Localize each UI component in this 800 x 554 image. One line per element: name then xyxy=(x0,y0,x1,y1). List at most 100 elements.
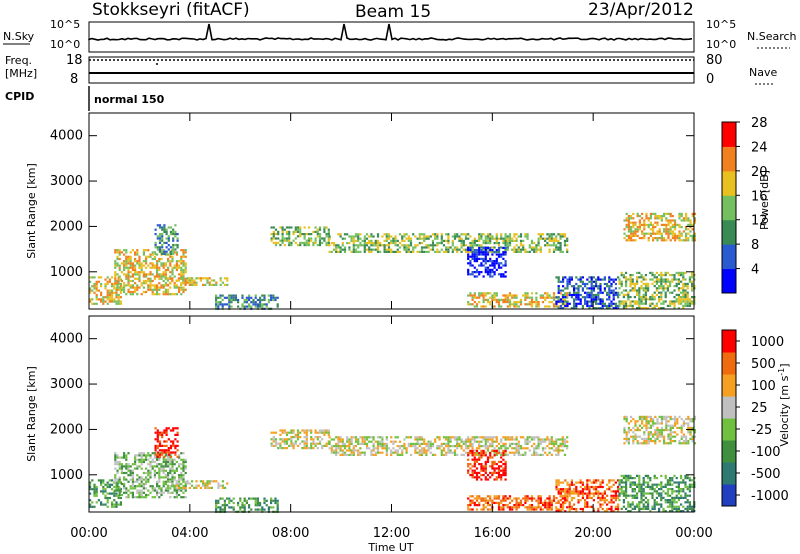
echo-cell xyxy=(290,442,293,445)
echo-cell xyxy=(164,460,167,464)
echo-cell xyxy=(471,271,474,274)
echo-cell xyxy=(608,280,611,283)
echo-cell xyxy=(630,435,633,438)
echo-cell xyxy=(401,451,404,454)
echo-cell xyxy=(682,271,685,274)
echo-cell xyxy=(497,246,501,249)
echo-cell xyxy=(664,501,667,504)
echo-cell xyxy=(631,300,634,303)
echo-cell xyxy=(482,474,485,477)
echo-cell xyxy=(414,449,417,452)
echo-cell xyxy=(673,307,676,310)
echo-cell xyxy=(506,248,509,251)
echo-cell xyxy=(647,485,650,488)
echo-cell xyxy=(539,246,542,249)
echo-cell xyxy=(416,438,419,441)
echo-cell xyxy=(296,444,300,447)
echo-cell xyxy=(660,291,663,294)
echo-cell xyxy=(667,234,670,237)
echo-cell xyxy=(504,253,507,256)
echo-cell xyxy=(118,480,121,483)
echo-cell xyxy=(685,232,688,235)
echo-cell xyxy=(612,293,615,297)
echo-cell xyxy=(575,488,578,491)
echo-cell xyxy=(299,244,302,247)
echo-cell xyxy=(171,474,174,477)
echo-cell xyxy=(647,217,650,220)
echo-cell xyxy=(528,246,531,249)
echo-cell xyxy=(431,445,435,448)
echo-cell xyxy=(678,223,681,226)
echo-cell xyxy=(559,242,562,245)
echo-cell xyxy=(140,266,143,269)
echo-cell xyxy=(478,235,481,238)
echo-cell xyxy=(414,451,417,454)
echo-cell xyxy=(548,250,551,253)
echo-cell xyxy=(627,429,630,432)
echo-cell xyxy=(134,290,137,294)
echo-cell xyxy=(277,241,280,244)
echo-cell xyxy=(502,449,505,452)
colorbar-segment xyxy=(722,122,736,147)
echo-cell xyxy=(655,289,658,292)
echo-cell xyxy=(111,483,114,486)
echo-cell xyxy=(489,242,492,245)
echo-cell xyxy=(504,451,507,454)
echo-cell xyxy=(156,463,159,466)
echo-cell xyxy=(563,303,567,306)
echo-cell xyxy=(564,494,567,497)
echo-cell xyxy=(557,438,560,441)
echo-cell xyxy=(500,305,503,308)
echo-cell xyxy=(164,454,167,457)
echo-cell xyxy=(256,504,259,507)
echo-cell xyxy=(162,471,165,475)
echo-cell xyxy=(325,244,328,247)
echo-cell xyxy=(127,260,130,263)
echo-cell xyxy=(206,484,209,487)
echo-cell xyxy=(562,307,565,310)
echo-cell xyxy=(458,239,461,242)
echo-cell xyxy=(546,497,549,500)
echo-cell xyxy=(303,440,306,443)
echo-cell xyxy=(147,471,150,475)
echo-cell xyxy=(541,438,545,441)
echo-cell xyxy=(184,485,187,488)
echo-cell xyxy=(500,456,503,459)
echo-cell xyxy=(394,436,397,439)
echo-cell xyxy=(215,305,218,308)
echo-cell xyxy=(482,454,485,457)
echo-cell xyxy=(114,480,117,483)
echo-cell xyxy=(285,447,289,450)
echo-cell xyxy=(537,506,540,509)
echo-cell xyxy=(343,451,347,454)
echo-cell xyxy=(365,244,369,247)
echo-cell xyxy=(387,237,391,240)
echo-cell xyxy=(117,293,120,297)
echo-cell xyxy=(649,223,652,226)
date-title: 23/Apr/2012 xyxy=(588,0,694,20)
echo-cell xyxy=(669,232,672,235)
echo-cell xyxy=(305,442,308,445)
echo-cell xyxy=(147,463,150,466)
echo-cell xyxy=(142,271,145,274)
echo-cell xyxy=(684,481,687,484)
echo-cell xyxy=(162,275,165,278)
echo-cell xyxy=(584,503,587,506)
echo-cell xyxy=(368,246,371,249)
echo-cell xyxy=(515,301,518,304)
echo-cell xyxy=(623,431,626,434)
echo-cell xyxy=(491,463,494,466)
echo-cell xyxy=(515,296,518,299)
echo-cell xyxy=(138,465,141,468)
echo-cell xyxy=(584,302,587,305)
echo-cell xyxy=(559,438,562,441)
echo-cell xyxy=(638,429,641,432)
echo-cell xyxy=(541,301,545,304)
echo-cell xyxy=(680,234,683,237)
echo-cell xyxy=(117,282,120,286)
echo-cell xyxy=(581,490,584,493)
echo-cell xyxy=(590,300,593,303)
echo-cell xyxy=(372,453,375,456)
echo-cell xyxy=(632,226,635,229)
echo-cell xyxy=(627,217,630,220)
